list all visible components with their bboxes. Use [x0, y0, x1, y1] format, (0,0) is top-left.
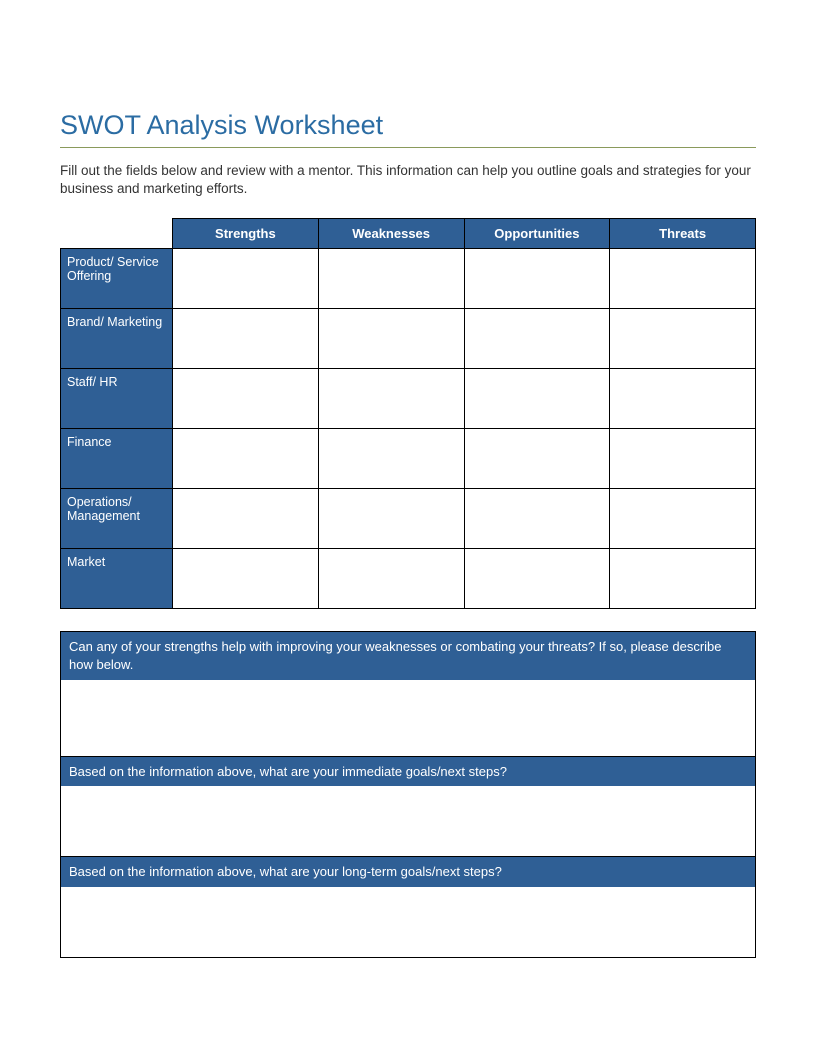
cell[interactable]	[318, 489, 464, 549]
cell[interactable]	[464, 429, 610, 489]
cell[interactable]	[318, 429, 464, 489]
table-corner	[61, 219, 173, 249]
cell[interactable]	[464, 249, 610, 309]
question-answer-1[interactable]	[61, 680, 755, 756]
cell[interactable]	[610, 249, 756, 309]
question-answer-2[interactable]	[61, 786, 755, 856]
intro-text: Fill out the fields below and review wit…	[60, 162, 756, 198]
table-row: Market	[61, 549, 756, 609]
page-title: SWOT Analysis Worksheet	[60, 110, 756, 141]
cell[interactable]	[610, 549, 756, 609]
cell[interactable]	[610, 489, 756, 549]
col-header-weaknesses: Weaknesses	[318, 219, 464, 249]
cell[interactable]	[173, 549, 319, 609]
row-header-brand: Brand/ Marketing	[61, 309, 173, 369]
cell[interactable]	[610, 309, 756, 369]
cell[interactable]	[318, 369, 464, 429]
row-header-staff: Staff/ HR	[61, 369, 173, 429]
title-rule	[60, 147, 756, 148]
questions-section: Can any of your strengths help with impr…	[60, 631, 756, 957]
col-header-threats: Threats	[610, 219, 756, 249]
cell[interactable]	[318, 249, 464, 309]
question-box-3: Based on the information above, what are…	[60, 857, 756, 958]
row-header-finance: Finance	[61, 429, 173, 489]
table-row: Staff/ HR	[61, 369, 756, 429]
question-box-1: Can any of your strengths help with impr…	[60, 631, 756, 756]
question-answer-3[interactable]	[61, 887, 755, 957]
table-row: Brand/ Marketing	[61, 309, 756, 369]
cell[interactable]	[173, 489, 319, 549]
cell[interactable]	[464, 369, 610, 429]
swot-table: Strengths Weaknesses Opportunities Threa…	[60, 218, 756, 609]
cell[interactable]	[318, 549, 464, 609]
cell[interactable]	[464, 549, 610, 609]
cell[interactable]	[173, 249, 319, 309]
cell[interactable]	[318, 309, 464, 369]
cell[interactable]	[610, 429, 756, 489]
col-header-strengths: Strengths	[173, 219, 319, 249]
cell[interactable]	[610, 369, 756, 429]
table-row: Finance	[61, 429, 756, 489]
table-row: Product/ Service Offering	[61, 249, 756, 309]
col-header-opportunities: Opportunities	[464, 219, 610, 249]
row-header-product: Product/ Service Offering	[61, 249, 173, 309]
question-prompt-2: Based on the information above, what are…	[61, 757, 755, 787]
cell[interactable]	[464, 309, 610, 369]
row-header-market: Market	[61, 549, 173, 609]
cell[interactable]	[173, 369, 319, 429]
table-row: Operations/ Management	[61, 489, 756, 549]
question-box-2: Based on the information above, what are…	[60, 757, 756, 858]
cell[interactable]	[464, 489, 610, 549]
question-prompt-3: Based on the information above, what are…	[61, 857, 755, 887]
question-prompt-1: Can any of your strengths help with impr…	[61, 632, 755, 679]
cell[interactable]	[173, 309, 319, 369]
cell[interactable]	[173, 429, 319, 489]
row-header-operations: Operations/ Management	[61, 489, 173, 549]
